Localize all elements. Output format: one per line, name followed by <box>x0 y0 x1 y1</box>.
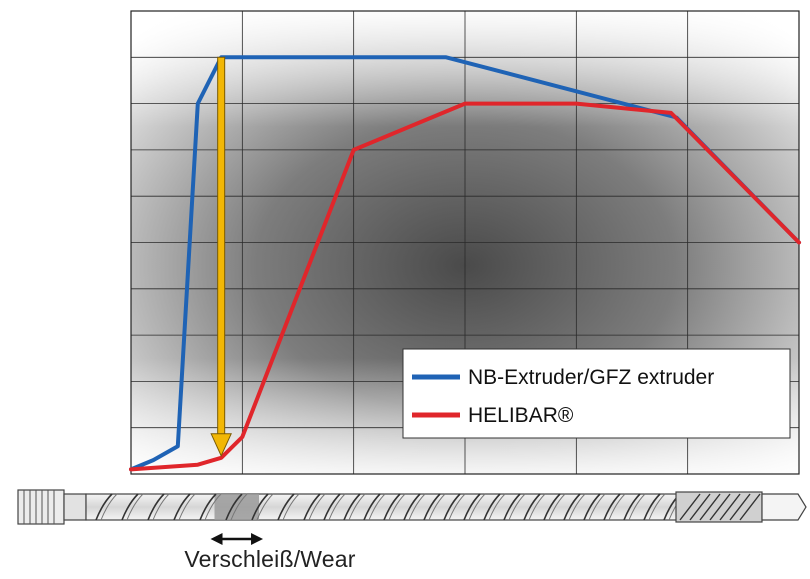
screw-flight <box>343 493 361 521</box>
annotation-arrow-head <box>210 433 232 458</box>
screw-flights <box>95 493 686 521</box>
screw-flight <box>383 493 401 521</box>
screw-flight <box>363 493 381 521</box>
screw-flight <box>121 493 139 521</box>
screw-mixing-section <box>675 491 763 523</box>
screw-flight-edge <box>528 493 546 521</box>
screw-flight <box>623 493 641 521</box>
screw-flight-edge <box>282 493 300 521</box>
screw-flight-edge <box>568 493 586 521</box>
legend-label-helibar: HELIBAR® <box>468 404 574 427</box>
series-layer <box>129 55 801 472</box>
screw-flight-edge <box>388 493 406 521</box>
wear-arrow-head-left <box>210 533 223 545</box>
screw-flight-edge <box>408 493 426 521</box>
screw-coupling <box>17 489 87 525</box>
screw-flight <box>443 493 461 521</box>
screw-flight <box>463 493 481 521</box>
screw-flight <box>543 493 561 521</box>
screw-flight-edge <box>348 493 366 521</box>
wear-double-arrow <box>210 533 264 545</box>
series-line-nb-extruder <box>129 55 801 472</box>
screw-flight-edge <box>648 493 666 521</box>
screw-flight <box>643 493 661 521</box>
screw-flight <box>423 493 441 521</box>
screw-flight-edge <box>628 493 646 521</box>
screw-flight <box>95 493 113 521</box>
screw-flight <box>603 493 621 521</box>
legend-label-nb-extruder: NB-Extruder/GFZ extruder <box>468 366 714 389</box>
legend-box <box>402 348 791 439</box>
screw-flight-edge <box>608 493 626 521</box>
screw-flight-edge <box>152 493 170 521</box>
screw-flight-edge <box>448 493 466 521</box>
annotation-arrow-shaft <box>217 56 226 437</box>
screw-flight-edge <box>100 493 118 521</box>
screw-flight-edge <box>548 493 566 521</box>
screw-flight-edge <box>178 493 196 521</box>
screw-flight-edge <box>230 493 248 521</box>
screw-flight-edge <box>256 493 274 521</box>
screw-flight <box>277 493 295 521</box>
screw-flight <box>303 493 321 521</box>
screw-flight-edge <box>204 493 222 521</box>
screw-flight <box>563 493 581 521</box>
legend: NB-Extruder/GFZ extruder HELIBAR® <box>402 348 791 439</box>
screw-flight <box>503 493 521 521</box>
screw-flight <box>403 493 421 521</box>
screw-flight <box>583 493 601 521</box>
screw-flight-edge <box>328 493 346 521</box>
screw-tip <box>761 493 807 521</box>
screw-flight-edge <box>468 493 486 521</box>
screw-flight <box>199 493 217 521</box>
screw-flight <box>173 493 191 521</box>
annotation-layer <box>210 56 232 458</box>
extruder-screw <box>17 489 807 525</box>
screw-flight-edge <box>428 493 446 521</box>
wear-label: Verschleiß/Wear <box>184 546 356 572</box>
screw-flight <box>251 493 269 521</box>
screw-flight <box>323 493 341 521</box>
series-line-helibar <box>129 101 801 472</box>
screw-flight-edge <box>368 493 386 521</box>
screw-flight-edge <box>126 493 144 521</box>
screw-flight <box>523 493 541 521</box>
screw-flight <box>225 493 243 521</box>
screw-flight-edge <box>488 493 506 521</box>
screw-flight-edge <box>508 493 526 521</box>
screw-flight <box>147 493 165 521</box>
screw-flight <box>483 493 501 521</box>
screw-flight-edge <box>588 493 606 521</box>
wear-arrow-head-right <box>251 533 264 545</box>
screw-flight-edge <box>308 493 326 521</box>
